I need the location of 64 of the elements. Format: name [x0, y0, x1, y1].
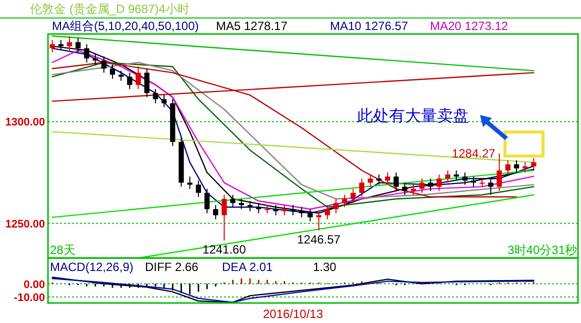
- candlestick: [531, 158, 536, 171]
- candlestick: [342, 194, 348, 208]
- candlestick: [488, 178, 494, 196]
- annotation: 1.30: [313, 260, 337, 274]
- candlestick: [376, 174, 382, 186]
- candlestick: [50, 40, 55, 53]
- candlestick: [213, 204, 218, 220]
- text: MA5 1278.17: [216, 19, 288, 33]
- candlestick: [118, 70, 124, 82]
- candlestick: [470, 176, 476, 188]
- candlestick: [436, 174, 442, 192]
- y-tick-label: 1250.00: [5, 218, 45, 230]
- y-tick-label: 0.00: [24, 278, 45, 291]
- candlestick: [402, 182, 408, 196]
- annotation: 28天: [50, 243, 76, 257]
- candlestick: [144, 68, 150, 98]
- y-tick-label: -10.00: [14, 292, 45, 304]
- candlestick: [187, 176, 192, 190]
- text: 1246.57: [297, 232, 340, 246]
- text: MA组合(5,10,20,40,50,100): [52, 19, 199, 33]
- candlestick: [161, 94, 167, 108]
- candlestick: [152, 88, 158, 104]
- chart-title: 伦敦金 (贵金属_D 9687)4小时: [30, 2, 190, 16]
- candlestick: [92, 54, 98, 66]
- candlestick: [101, 56, 106, 74]
- candlestick: [110, 64, 116, 80]
- candlestick: [368, 174, 373, 188]
- candlestick: [136, 66, 141, 90]
- candlestick: [127, 72, 132, 90]
- text: MA10 1276.57: [330, 19, 408, 33]
- candlestick: [384, 172, 390, 186]
- candlestick: [230, 194, 236, 208]
- annotation: DIFF 2.66: [145, 260, 199, 274]
- candlestick: [454, 170, 459, 182]
- text: MA20 1273.12: [430, 19, 508, 33]
- annotation: DEA 2.01: [222, 260, 274, 274]
- candlestick: [316, 210, 322, 231]
- text: 1284.27: [452, 146, 496, 161]
- candlestick: [428, 178, 434, 192]
- annotation: 3时40分31秒: [508, 243, 577, 257]
- candlestick: [419, 178, 425, 194]
- candlestick: [445, 170, 450, 184]
- candlestick: [238, 198, 244, 210]
- candlestick: [514, 160, 520, 173]
- candlestick: [66, 36, 72, 51]
- y-tick-label: 1300.00: [5, 116, 45, 129]
- candlestick: [324, 204, 330, 220]
- candlestick: [522, 162, 528, 173]
- candlestick: [359, 178, 364, 198]
- candlestick: [462, 172, 468, 186]
- chart-title: MACD(12,26,9): [50, 260, 134, 274]
- candlestick: [333, 198, 339, 214]
- candlestick: [204, 188, 210, 214]
- candlestick: [505, 160, 510, 176]
- candlestick: [496, 153, 502, 192]
- annotation: 此处有大量卖盘: [357, 107, 469, 125]
- candlestick: [350, 188, 356, 204]
- text: 2016/10/13: [262, 307, 324, 321]
- candlestick: [196, 180, 202, 198]
- candlestick: [394, 172, 399, 192]
- candlestick: [410, 184, 416, 196]
- candlestick: [222, 194, 227, 241]
- candlestick: [282, 204, 287, 216]
- text: 1241.60: [202, 242, 246, 256]
